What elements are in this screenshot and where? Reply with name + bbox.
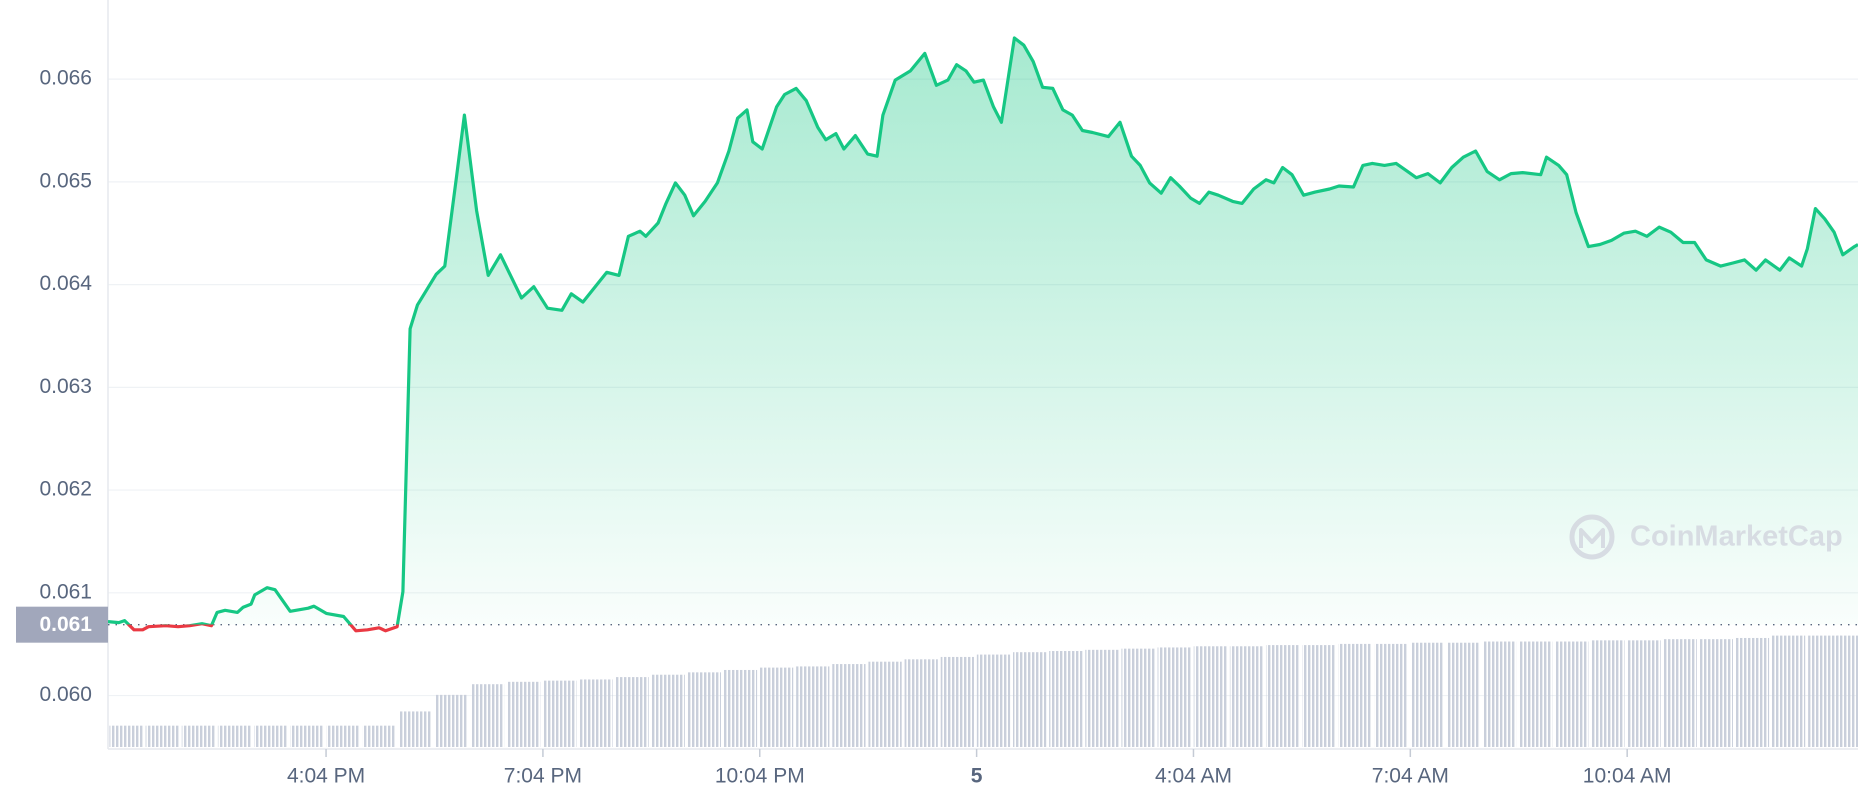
volume-bar — [362, 725, 396, 747]
volume-bar — [615, 677, 649, 747]
volume-bar — [832, 664, 866, 747]
volume-bar — [507, 681, 541, 747]
volume-bar — [579, 679, 613, 747]
volume-bar — [1012, 652, 1047, 747]
watermark-text: CoinMarketCap — [1630, 521, 1843, 553]
volume-bar — [290, 725, 324, 747]
x-tick-label: 4:04 AM — [1155, 765, 1232, 788]
volume-bar — [1338, 643, 1372, 747]
volume-bar — [326, 725, 360, 747]
y-tick-label: 0.066 — [39, 67, 92, 90]
x-tick-label: 5 — [971, 765, 983, 788]
volume-bar — [1157, 647, 1191, 747]
volume-bar — [181, 725, 215, 747]
volume-bar — [1627, 640, 1661, 747]
volume-bar — [1699, 639, 1733, 747]
volume-bar — [940, 656, 974, 747]
current-price-badge — [16, 606, 108, 643]
volume-bar — [254, 725, 288, 747]
volume-bar — [1121, 648, 1155, 747]
y-tick-label: 0.061 — [39, 580, 92, 603]
volume-bar — [145, 725, 179, 747]
volume-bar — [109, 725, 143, 747]
volume-bar — [1446, 642, 1480, 747]
volume-bar — [1837, 635, 1858, 747]
x-tick-label: 4:04 PM — [287, 765, 365, 788]
x-tick-label: 7:04 PM — [504, 765, 582, 788]
price-line — [107, 36, 1858, 633]
current-price-label: 0.061 — [39, 613, 92, 636]
volume-bar — [1482, 641, 1517, 747]
volume-bar — [976, 654, 1011, 747]
volume-bar — [543, 680, 577, 747]
volume-bar — [687, 672, 721, 747]
volume-bar — [1555, 641, 1589, 747]
volume-bar — [398, 711, 432, 747]
volume-bar — [1410, 642, 1444, 747]
volume-bar — [651, 674, 685, 747]
x-tick-label: 10:04 PM — [715, 765, 805, 788]
volume-bar — [1302, 645, 1336, 747]
volume-bar — [723, 669, 758, 747]
volume-bar — [1193, 646, 1227, 747]
volume-bar — [1663, 639, 1697, 747]
volume-bar — [868, 661, 902, 747]
volume-bar — [796, 666, 830, 747]
price-area — [108, 38, 1858, 631]
volume-bar — [904, 659, 938, 747]
volume-bar — [1049, 651, 1083, 747]
y-tick-label: 0.064 — [39, 272, 92, 295]
volume-bar — [1229, 646, 1264, 747]
watermark-logo-mark — [1579, 528, 1605, 548]
volume-bar — [434, 694, 468, 747]
x-tick-label: 7:04 AM — [1372, 765, 1449, 788]
volume-bar — [1771, 635, 1806, 747]
volume-bar — [1085, 649, 1119, 747]
y-tick-label: 0.060 — [39, 683, 92, 706]
volume-bar — [1518, 641, 1553, 747]
volume-bar — [1374, 643, 1408, 747]
volume-bar — [1591, 640, 1625, 747]
volume-bar — [217, 725, 252, 747]
volume-bar — [760, 667, 794, 747]
volume-bar — [1265, 645, 1300, 747]
volume-bar — [470, 684, 505, 747]
watermark-logo — [1569, 514, 1615, 560]
y-tick-label: 0.062 — [39, 478, 92, 501]
x-tick-label: 10:04 AM — [1583, 765, 1672, 788]
y-tick-label: 0.063 — [39, 375, 92, 398]
volume-bar — [1808, 635, 1842, 747]
y-tick-label: 0.065 — [39, 169, 92, 192]
watermark: CoinMarketCap — [1569, 514, 1843, 560]
volume-bar — [1735, 637, 1770, 747]
